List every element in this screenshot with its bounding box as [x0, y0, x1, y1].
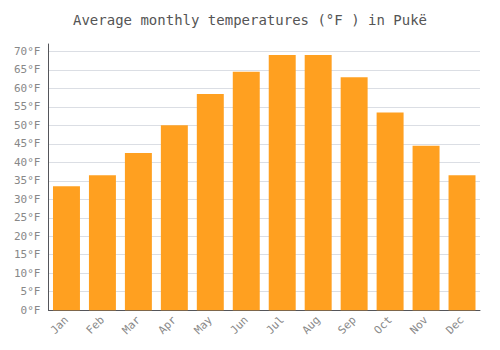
- svg-text:70°F: 70°F: [14, 45, 41, 58]
- svg-text:Sep: Sep: [336, 314, 359, 337]
- svg-text:20°F: 20°F: [14, 230, 41, 243]
- svg-text:Mar: Mar: [120, 313, 143, 336]
- svg-text:40°F: 40°F: [14, 156, 41, 169]
- svg-text:35°F: 35°F: [14, 174, 41, 187]
- svg-text:Aug: Aug: [300, 314, 323, 337]
- svg-text:Dec: Dec: [443, 314, 466, 337]
- svg-text:30°F: 30°F: [14, 193, 41, 206]
- svg-text:45°F: 45°F: [14, 137, 41, 150]
- svg-text:Oct: Oct: [371, 314, 394, 337]
- svg-text:50°F: 50°F: [14, 119, 41, 132]
- svg-text:25°F: 25°F: [14, 211, 41, 224]
- svg-text:Jun: Jun: [228, 314, 251, 337]
- svg-text:60°F: 60°F: [14, 82, 41, 95]
- svg-text:Average monthly temperatures (: Average monthly temperatures (°F ) in Pu…: [73, 12, 427, 28]
- svg-text:10°F: 10°F: [14, 267, 41, 280]
- svg-text:15°F: 15°F: [14, 248, 41, 261]
- svg-text:65°F: 65°F: [14, 63, 41, 76]
- svg-text:5°F: 5°F: [21, 285, 41, 298]
- svg-text:0°F: 0°F: [21, 304, 41, 317]
- svg-text:55°F: 55°F: [14, 100, 41, 113]
- svg-text:Jul: Jul: [264, 314, 287, 337]
- svg-text:May: May: [192, 313, 215, 336]
- svg-text:Jan: Jan: [48, 314, 71, 337]
- svg-text:Feb: Feb: [84, 314, 107, 337]
- svg-text:Nov: Nov: [407, 313, 430, 336]
- svg-text:Apr: Apr: [156, 313, 179, 336]
